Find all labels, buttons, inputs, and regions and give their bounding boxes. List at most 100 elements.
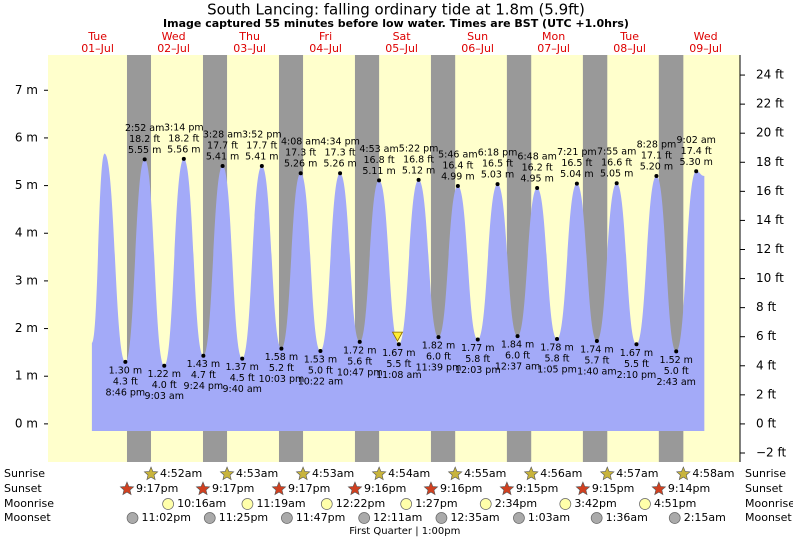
tide-label: 1:05 pm [537,365,577,376]
y-tick-label: 7 m [15,83,38,97]
tide-extreme [338,171,343,176]
y-tick-label: 6 m [15,130,38,144]
tide-extreme [436,335,441,340]
day-label: Thu [238,30,260,43]
chart-title: South Lancing: falling ordinary tide at … [207,1,585,19]
row-time: 9:16pm [440,482,482,495]
row-time: 4:53am [236,467,278,480]
date-label: 09–Jul [689,42,722,55]
tide-label: 5.0 ft [664,366,689,377]
moon-icon [513,512,525,524]
tide-label: 2:10 pm [617,370,657,381]
moon-icon [400,498,413,510]
tide-label: 17.4 ft [681,146,712,157]
tide-label: 1.58 m [265,352,298,363]
tide-label: 4:34 pm [320,137,360,148]
y-tick-label: 4 m [15,226,38,240]
tide-label: 5.55 m [128,145,161,156]
tide-extreme [220,164,225,169]
tide-label: 5.56 m [167,144,200,155]
tide-label: 5.8 ft [545,354,570,365]
day-label: Tue [619,30,639,43]
y2-tick-label: 22 ft [756,97,784,111]
tide-extreme [634,342,639,347]
tide-label: 8:28 pm [637,140,677,151]
tide-label: 10:22 am [298,376,343,387]
tide-label: 11:39 pm [416,363,462,374]
day-label: Wed [162,30,186,43]
day-label: Tue [87,30,107,43]
row-time: 9:16pm [364,482,406,495]
tide-label: 16.5 ft [482,159,513,170]
tide-extreme [279,346,284,351]
row-time: 2:15am [684,511,726,524]
moon-icon [320,498,333,510]
y2-tick-label: 6 ft [756,329,776,343]
date-label: 01–Jul [81,42,114,55]
y2-tick-label: 0 ft [756,416,776,430]
row-time: 3:42pm [574,497,616,510]
moon-icon [479,498,492,510]
date-label: 03–Jul [233,42,266,55]
sun-icon [371,466,387,481]
tide-label: 1:40 am [577,366,616,377]
sun-icon [575,481,591,496]
tide-extreme [298,171,303,176]
row-time: 9:17pm [136,482,178,495]
y-tick-label: 2 m [15,321,38,335]
tide-extreme [654,174,659,179]
tide-label: 18.2 ft [168,133,199,144]
tide-label: 1.82 m [422,341,455,352]
sun-icon [119,481,135,496]
tide-extreme [259,164,264,169]
moon-phase: First Quarter | 1:00pm [349,526,460,537]
row-time: 10:16am [177,497,226,510]
tide-label: 17.7 ft [207,141,238,152]
tide-label: 4.99 m [441,172,474,183]
tide-extreme [162,363,167,368]
tide-label: 16.5 ft [561,158,592,169]
moon-icon [281,512,293,524]
sun-icon [143,466,159,481]
tide-label: 5:46 am [438,150,477,161]
y-tick-label: 0 m [15,416,38,430]
tide-extreme [416,177,421,182]
tide-label: 4.3 ft [113,376,138,387]
tide-extreme [574,181,579,186]
tide-label: 5.03 m [481,170,514,181]
tide-label: 4.0 ft [152,380,177,391]
tide-label: 16.8 ft [364,155,395,166]
tide-label: 5.11 m [362,166,395,177]
tide-label: 4.7 ft [191,370,216,381]
tide-extreme [377,178,382,183]
tide-extreme [240,356,245,361]
tide-extreme [142,157,147,162]
row-label: Sunrise [4,467,45,480]
day-label: Sun [467,30,488,43]
moon-icon [162,498,174,510]
tide-label: 5.26 m [284,159,317,170]
y2-tick-label: 10 ft [756,271,784,285]
sun-icon [523,466,539,481]
date-label: 07–Jul [537,42,570,55]
tide-extreme [475,337,480,342]
tide-label: 16.8 ft [403,154,434,165]
tide-label: 9:40 am [222,384,261,395]
tide-label: 17.3 ft [325,148,356,159]
tide-label: 1.78 m [540,343,573,354]
tide-label: 16.4 ft [442,161,473,172]
tide-label: 8:46 pm [106,387,146,398]
sun-icon [219,466,235,481]
moon-icon [358,512,371,524]
tide-label: 5.30 m [679,157,712,168]
tide-extreme [201,353,206,358]
row-time: 1:27pm [415,497,457,510]
tide-label: 5.04 m [560,169,593,180]
moon-icon [241,498,254,510]
tide-label: 5.2 ft [269,363,294,374]
row-label: Moonrise [4,497,54,510]
day-label: Mon [542,30,565,43]
tide-label: 5.5 ft [386,359,411,370]
tide-extreme [181,156,186,161]
